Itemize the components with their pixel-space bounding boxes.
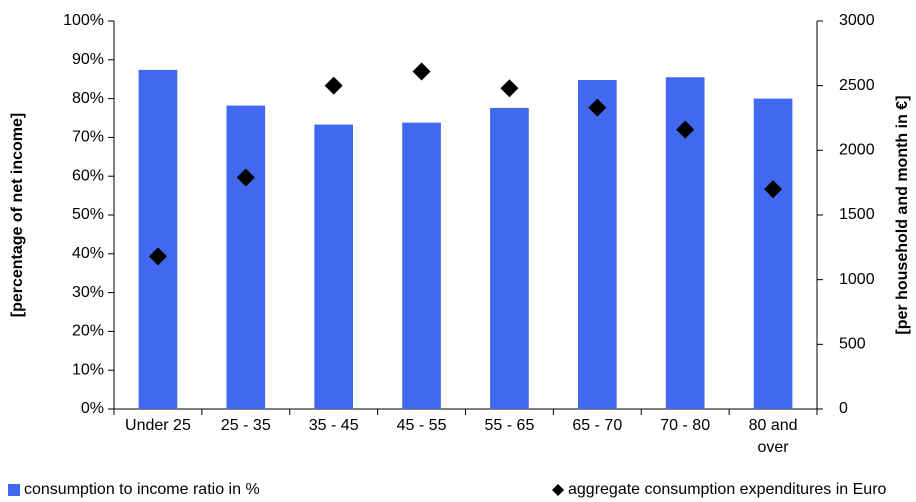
y-tick-label: 50% <box>72 206 104 223</box>
marker <box>500 79 519 98</box>
y2-tick-label: 0 <box>839 400 848 417</box>
marker <box>412 62 431 81</box>
y2-tick-label: 1000 <box>839 271 875 288</box>
y2-tick-label: 1500 <box>839 206 875 223</box>
y2-tick-label: 500 <box>839 336 866 353</box>
marker <box>324 76 343 95</box>
bar <box>226 105 266 410</box>
marker <box>676 120 695 139</box>
y-tick-label: 40% <box>72 245 104 262</box>
y-tick-label: 80% <box>72 90 104 107</box>
y-tick-label: 70% <box>72 129 104 146</box>
marker <box>236 168 255 187</box>
marker <box>764 180 783 199</box>
bar <box>490 107 529 410</box>
y-tick-label: 60% <box>72 167 104 184</box>
bar <box>314 124 354 409</box>
x-tick-label: Under 25 <box>125 417 191 434</box>
x-tick-label: 35 - 45 <box>308 417 359 434</box>
y-axis-label: [percentage of net income] <box>9 113 26 317</box>
marker <box>588 98 607 117</box>
y2-tick-label: 3000 <box>839 12 875 29</box>
y-tick-label: 100% <box>63 12 104 29</box>
legend-label: consumption to income ratio in % <box>24 481 260 498</box>
legend-swatch <box>8 484 20 496</box>
y2-axis-label: [per household and month in €] <box>894 95 911 334</box>
x-tick-label: 65 - 70 <box>572 417 623 434</box>
y-tick-label: 90% <box>72 51 104 68</box>
x-tick-label: 70 - 80 <box>660 417 711 434</box>
y2-tick-label: 2000 <box>839 142 875 159</box>
marker <box>148 247 167 266</box>
y-tick-label: 30% <box>72 284 104 301</box>
y-tick-label: 10% <box>72 361 104 378</box>
bar <box>402 122 441 409</box>
x-tick-label: 45 - 55 <box>396 417 447 434</box>
bar <box>753 98 793 409</box>
x-tick-label: 55 - 65 <box>484 417 535 434</box>
legend-swatch <box>552 484 564 496</box>
bar <box>577 79 617 409</box>
legend-label: aggregate consumption expenditures in Eu… <box>568 481 887 498</box>
x-tick-label: 25 - 35 <box>220 417 271 434</box>
y-tick-label: 20% <box>72 323 104 340</box>
bar <box>138 69 178 409</box>
y2-tick-label: 2500 <box>839 77 875 94</box>
y-tick-label: 0% <box>81 400 104 417</box>
x-tick-label: 80 and over <box>748 417 798 456</box>
